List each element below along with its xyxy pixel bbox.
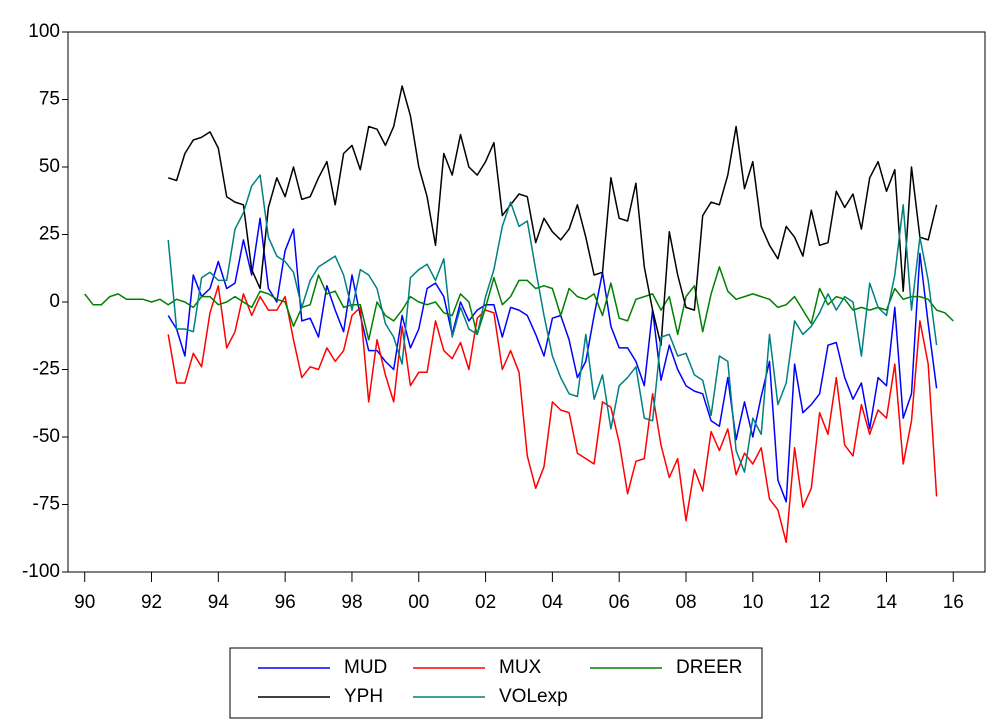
x-tick-label: 94 xyxy=(208,592,230,613)
legend-box xyxy=(229,647,763,719)
y-tick-label: 25 xyxy=(39,224,60,245)
x-tick-label: 90 xyxy=(74,592,95,613)
x-tick-label: 04 xyxy=(542,592,564,613)
x-tick-label: 14 xyxy=(876,592,898,613)
x-tick-label: 12 xyxy=(809,592,830,613)
y-tick-label: -25 xyxy=(33,359,60,380)
x-tick-label: 10 xyxy=(742,592,763,613)
y-tick-label: 100 xyxy=(28,21,60,42)
legend-label: DREER xyxy=(676,657,743,678)
line-series xyxy=(167,85,938,346)
line-series xyxy=(84,266,954,341)
line-series xyxy=(167,285,938,544)
x-tick-label: 08 xyxy=(675,592,696,613)
y-tick-label: -50 xyxy=(33,426,60,447)
y-tick-label: 75 xyxy=(39,89,60,110)
x-tick-label: 00 xyxy=(408,592,429,613)
line-series xyxy=(167,217,938,503)
line-series xyxy=(167,174,938,473)
x-tick-label: 98 xyxy=(341,592,362,613)
legend-label: MUX xyxy=(499,657,542,678)
x-tick-label: 16 xyxy=(943,592,964,613)
legend-label: YPH xyxy=(344,686,383,707)
y-tick-label: 50 xyxy=(39,156,60,177)
x-tick-label: 02 xyxy=(475,592,496,613)
x-tick-label: 92 xyxy=(141,592,162,613)
y-tick-label: -75 xyxy=(33,494,60,515)
y-tick-label: 0 xyxy=(49,291,60,312)
y-tick-label: -100 xyxy=(22,561,60,582)
legend-label: VOLexp xyxy=(499,686,568,707)
x-tick-label: 06 xyxy=(609,592,630,613)
legend-label: MUD xyxy=(344,657,387,678)
x-tick-label: 96 xyxy=(275,592,296,613)
